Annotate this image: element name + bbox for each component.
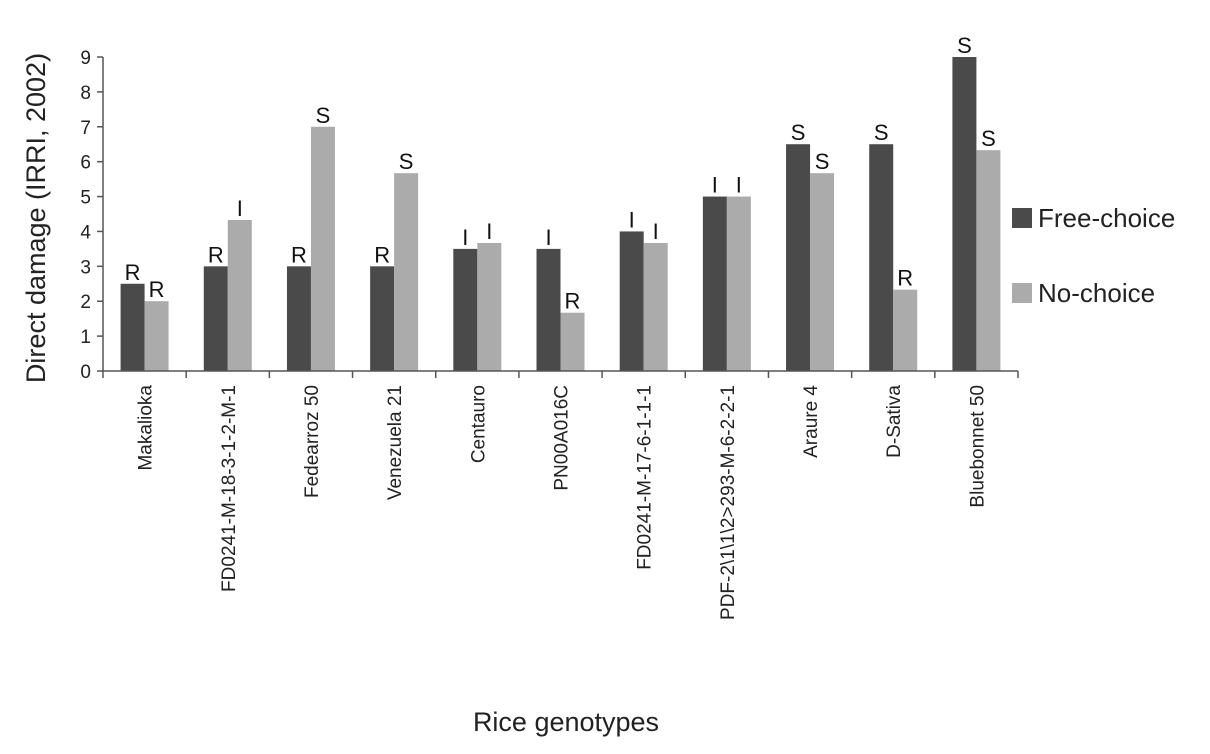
category-label: Venezuela 21 — [385, 385, 406, 500]
legend-label: No-choice — [1038, 278, 1155, 308]
y-tick-label: 0 — [80, 362, 91, 383]
bar-class-label: I — [462, 225, 468, 250]
y-tick-label: 2 — [80, 292, 91, 313]
y-tick-label: 3 — [80, 257, 91, 278]
bar-no-choice — [893, 289, 918, 371]
y-tick-label: 8 — [80, 83, 91, 104]
bar-class-label: R — [149, 277, 165, 302]
bar-free-choice — [453, 248, 478, 371]
bar-no-choice — [310, 126, 335, 372]
bar-class-label: S — [815, 149, 830, 174]
bar-class-label: S — [874, 120, 889, 145]
bar-no-choice — [144, 301, 169, 371]
bar-class-label: R — [897, 266, 913, 291]
bar-free-choice — [619, 231, 644, 371]
bar-class-label: I — [653, 219, 659, 244]
bar-no-choice — [227, 219, 252, 371]
category-label: Bluebonnet 50 — [967, 385, 988, 508]
category-label: Makalioka — [136, 385, 157, 471]
bar-no-choice — [560, 312, 585, 371]
bar-class-label: I — [486, 219, 492, 244]
bars — [120, 57, 1001, 372]
bar-class-label: I — [237, 196, 243, 221]
bar-free-choice — [869, 144, 894, 371]
bar-free-choice — [203, 266, 228, 371]
y-tick-label: 6 — [80, 153, 91, 174]
bar-free-choice — [536, 248, 561, 371]
category-label: Araure 4 — [801, 385, 822, 458]
bar-class-label: I — [736, 173, 742, 198]
bar-class-label: S — [981, 126, 996, 151]
bar-class-label: S — [957, 33, 972, 58]
category-label: FD0241-M-18-3-1-2-M-1 — [219, 385, 240, 592]
y-tick-label: 1 — [80, 327, 91, 348]
bar-class-label: I — [629, 207, 635, 232]
legend-label: Free-choice — [1038, 203, 1175, 233]
y-axis: 0 1 2 3 4 5 6 7 8 9 — [80, 48, 104, 383]
bar-class-label: R — [208, 242, 224, 267]
bar-no-choice — [394, 173, 419, 371]
bar-free-choice — [286, 266, 311, 371]
bar-class-label: R — [125, 260, 141, 285]
y-tick-label: 7 — [80, 118, 91, 139]
bar-free-choice — [786, 144, 811, 371]
bar-class-label: I — [545, 225, 551, 250]
bar-class-label: R — [565, 289, 581, 314]
y-tick-label: 5 — [80, 188, 91, 209]
y-tick-label: 4 — [80, 222, 91, 243]
x-axis: Makalioka FD0241-M-18-3-1-2-M-1 Fedearroz … — [102, 370, 1019, 620]
bar-free-choice — [120, 283, 145, 371]
bar-class-label: I — [712, 173, 718, 198]
category-label: PN00A016C — [552, 385, 573, 491]
legend-swatch-no-choice — [1012, 283, 1032, 303]
bar-no-choice — [477, 242, 502, 371]
category-label: D-Sativa — [884, 385, 905, 458]
bar-class-label: R — [291, 242, 307, 267]
bar-class-label: S — [791, 120, 806, 145]
x-axis-title: Rice genotypes — [473, 707, 659, 737]
y-axis-title: Direct damage (IRRI, 2002) — [21, 53, 51, 383]
y-tick-label: 9 — [80, 48, 91, 69]
category-label: Fedearroz 50 — [302, 385, 323, 498]
legend: Free-choice No-choice — [1012, 203, 1175, 308]
bar-no-choice — [726, 196, 751, 371]
legend-swatch-free-choice — [1012, 208, 1032, 228]
bar-class-label: S — [399, 149, 414, 174]
category-label: FD0241-M-17-6-1-1-1 — [635, 385, 656, 570]
bar-free-choice — [370, 266, 395, 371]
bar-free-choice — [952, 57, 977, 371]
category-label: Centauro — [468, 385, 489, 463]
category-label: PDF-2\1\1\2>293-M-6-2-2-1 — [718, 385, 739, 620]
bar-free-choice — [702, 196, 727, 371]
bar-no-choice — [976, 150, 1001, 371]
bar-class-label: R — [374, 242, 390, 267]
bar-no-choice — [810, 173, 835, 371]
bar-no-choice — [643, 242, 668, 371]
bar-class-label: S — [316, 103, 331, 128]
